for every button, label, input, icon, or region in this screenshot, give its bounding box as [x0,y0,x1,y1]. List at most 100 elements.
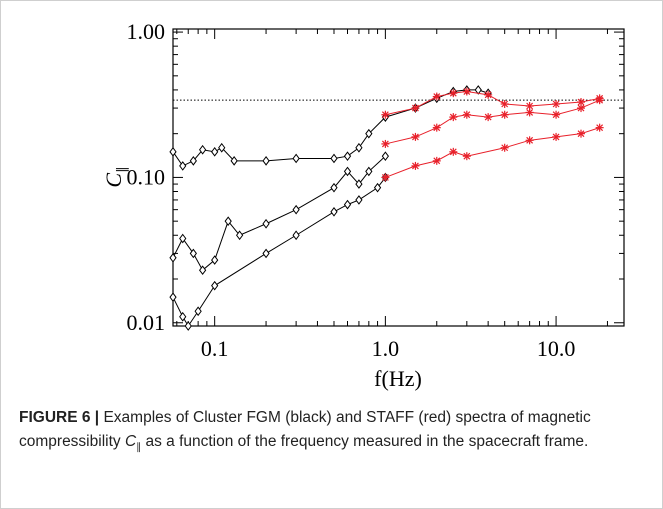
point-stroke [596,96,604,104]
point [411,104,420,113]
point [179,161,187,171]
point [381,139,390,148]
point [343,166,352,177]
point [484,90,493,99]
point-stroke [412,162,419,170]
point [595,96,604,105]
point-stroke [577,130,585,138]
point [449,113,458,122]
point [179,311,187,322]
point [169,146,177,157]
point [330,206,338,217]
point [218,142,226,153]
point [373,182,382,193]
point [292,204,300,215]
point [355,195,363,205]
point [355,142,363,153]
point-stroke [501,111,509,119]
point [449,89,458,98]
point [577,104,586,113]
point-stroke [412,133,419,141]
point-stroke [433,157,441,165]
point [189,156,197,166]
point-stroke [552,111,560,119]
point-stroke [501,100,509,108]
point-stroke [449,148,457,156]
series-line [172,89,489,167]
point [292,153,300,164]
point [500,110,509,119]
point [432,156,441,165]
y-label-symbol: C [101,173,126,188]
point [484,113,493,122]
point-stroke [526,102,534,110]
x-axis-label: f(Hz) [374,366,422,391]
series-line [385,127,600,178]
point [525,108,534,117]
point-stroke [526,109,534,116]
point [184,321,192,331]
plot-frame [172,28,625,327]
y-tick-label: 1.00 [127,19,166,44]
point [432,123,441,132]
point [462,152,471,161]
caption-text: as a function of the frequency measured … [145,433,589,450]
point-stroke [577,98,585,106]
point [449,147,458,156]
series-line [172,177,386,327]
point [198,265,207,276]
point [235,230,244,241]
point [292,230,300,241]
point-stroke [433,93,441,100]
point [211,280,219,291]
chart: f(Hz) C∥ 0.1 1.0 10.0 1.00 0.10 0.01 [101,19,625,391]
x-tick-label: 10.0 [537,336,576,361]
point-stroke [484,91,492,99]
point [330,153,338,164]
y-label-subscript: ∥ [114,166,129,173]
point [330,182,338,193]
point-stroke [381,111,389,119]
point [355,179,363,189]
point-stroke [526,136,534,144]
point-stroke [463,111,471,119]
point [552,100,561,109]
point [262,218,270,229]
y-tick-label: 0.01 [127,310,166,335]
point [211,255,219,265]
caption-subscript: ∥ [136,442,142,454]
y-tick-label: 0.10 [127,164,166,189]
point [189,248,197,259]
point [343,199,352,210]
point [224,216,232,227]
point [365,166,373,177]
point-stroke [463,152,471,160]
point [462,110,471,119]
point [169,252,177,263]
point [432,92,441,101]
point [500,143,509,152]
y-axis-label: C∥ [101,166,129,187]
point-stroke [381,173,389,181]
caption: FIGURE 6 | Examples of Cluster FGM (blac… [19,406,647,460]
point [577,129,586,138]
series-line [172,155,386,271]
point [462,87,471,96]
point-stroke [552,100,560,108]
point [525,136,534,145]
x-tick-label: 0.1 [201,336,229,361]
point [411,132,420,141]
point [198,144,207,155]
caption-symbol: C [124,433,137,450]
x-tick-label: 1.0 [372,336,400,361]
point-stroke [577,104,585,112]
point [262,248,270,259]
point [230,156,238,166]
point [381,151,389,162]
point [365,128,373,139]
point-stroke [433,124,441,132]
point [169,292,177,303]
point [194,306,202,317]
point [381,110,390,119]
